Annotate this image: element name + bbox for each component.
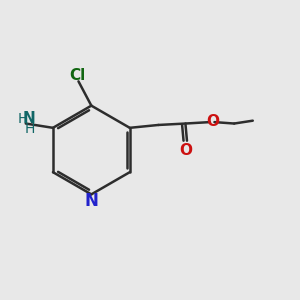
Text: N: N: [84, 192, 98, 210]
Text: H: H: [18, 112, 28, 126]
Text: H: H: [24, 122, 35, 136]
Text: N: N: [23, 111, 36, 126]
Text: O: O: [179, 142, 192, 158]
Text: O: O: [206, 114, 219, 129]
Text: Cl: Cl: [69, 68, 85, 82]
